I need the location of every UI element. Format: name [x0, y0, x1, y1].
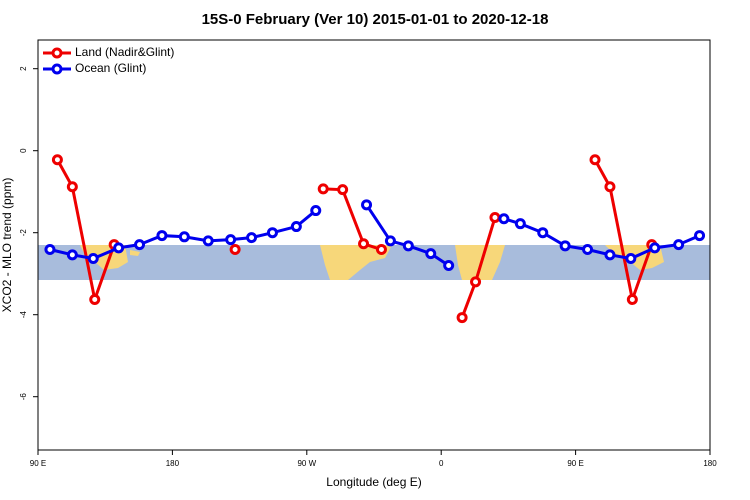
point — [514, 218, 526, 230]
y-tick-label: 0 — [19, 148, 28, 153]
point — [559, 240, 571, 252]
point — [89, 294, 101, 306]
legend-marker — [51, 47, 63, 59]
point — [443, 260, 455, 271]
point — [673, 239, 685, 251]
point — [66, 181, 78, 193]
x-axis-label: Longitude (deg E) — [326, 475, 421, 489]
point — [225, 234, 237, 246]
x-tick-label: 90 E — [567, 459, 583, 468]
point — [246, 232, 258, 244]
point — [604, 181, 616, 193]
point — [358, 238, 370, 250]
series-line — [56, 158, 654, 319]
point — [156, 230, 168, 242]
point — [625, 253, 637, 265]
point — [649, 242, 661, 254]
point — [384, 235, 396, 247]
legend-label: Land (Nadir&Glint) — [75, 45, 174, 59]
y-tick-label: -4 — [19, 311, 28, 319]
point — [202, 235, 214, 247]
point — [456, 312, 468, 324]
point — [604, 249, 616, 261]
y-tick-label: 2 — [19, 66, 28, 71]
y-tick-label: -6 — [19, 393, 28, 401]
x-tick-label: 180 — [703, 459, 717, 468]
point — [375, 244, 387, 256]
point — [266, 227, 278, 239]
point — [498, 213, 510, 225]
point — [361, 199, 373, 211]
point — [66, 249, 78, 261]
point — [290, 221, 302, 233]
point — [229, 244, 241, 256]
point — [178, 231, 190, 243]
point — [470, 276, 482, 288]
point — [489, 212, 501, 224]
point — [113, 242, 125, 254]
point — [337, 184, 349, 196]
point — [402, 240, 414, 252]
y-axis-label: XCO2 - MLO trend (ppm) — [0, 178, 14, 313]
x-tick-label: 90 E — [30, 459, 46, 468]
point — [589, 154, 601, 166]
point — [694, 230, 706, 242]
point — [582, 244, 594, 256]
chart-title: 15S-0 February (Ver 10) 2015-01-01 to 20… — [202, 11, 549, 28]
legend-label: Ocean (Glint) — [75, 61, 146, 75]
point — [425, 248, 437, 260]
point — [134, 239, 146, 251]
point — [44, 244, 56, 256]
point — [87, 253, 99, 265]
point — [537, 227, 549, 239]
legend-marker — [51, 63, 63, 75]
x-tick-label: 180 — [166, 459, 180, 468]
x-tick-label: 90 W — [297, 459, 316, 468]
point — [310, 205, 322, 217]
point — [317, 183, 329, 195]
point — [51, 154, 63, 166]
point — [626, 294, 638, 306]
y-tick-label: -2 — [19, 229, 28, 237]
plot-frame — [37, 39, 711, 451]
x-tick-label: 0 — [439, 459, 444, 468]
